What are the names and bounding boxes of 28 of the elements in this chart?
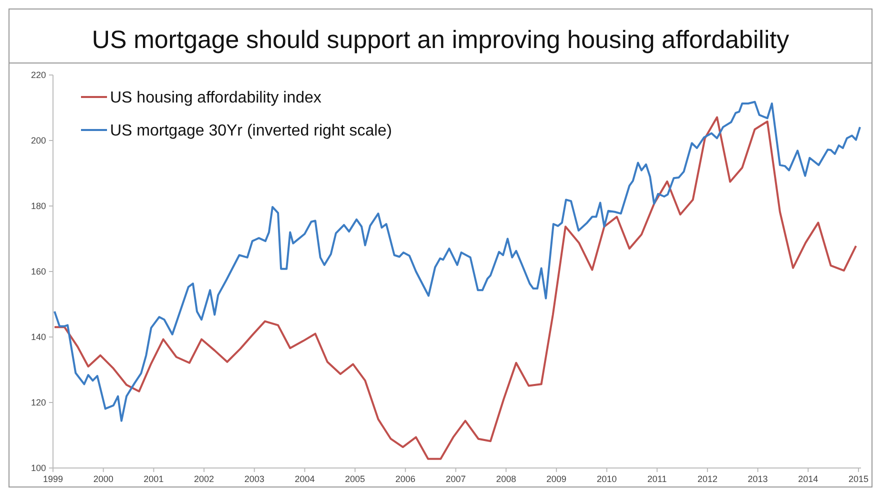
x-tick-label: 1999 xyxy=(42,474,64,484)
x-tick-label: 2006 xyxy=(395,474,416,484)
x-tick-label: 2003 xyxy=(244,474,264,484)
y-tick-label: 140 xyxy=(30,332,46,342)
legend-label: US housing affordability index xyxy=(110,90,322,107)
line-series xyxy=(54,116,857,460)
y-tick-label: 160 xyxy=(30,266,46,277)
x-tick-label: 2011 xyxy=(647,474,667,484)
x-tick-label: 2005 xyxy=(345,474,366,484)
x-tick-label: 2008 xyxy=(496,474,516,484)
x-tick-label: 2007 xyxy=(446,474,466,484)
y-tick-label: 120 xyxy=(30,398,46,408)
y-tick-label: 200 xyxy=(30,136,46,146)
x-tick-label: 2013 xyxy=(748,474,768,484)
x-tick-label: 2015 xyxy=(848,474,868,484)
y-tick-label: 180 xyxy=(30,201,46,212)
x-tick-label: 2014 xyxy=(798,474,818,484)
x-tick-label: 2001 xyxy=(144,474,164,484)
x-tick-label: 2010 xyxy=(596,474,617,484)
y-tick-label: 220 xyxy=(30,70,46,80)
x-tick-label: 2000 xyxy=(93,474,114,484)
chart-title: US mortgage should support an improving housing affordability xyxy=(92,26,790,54)
x-tick-label: 2009 xyxy=(546,474,566,484)
x-tick-label: 2004 xyxy=(294,474,315,484)
x-tick-label: 2012 xyxy=(697,474,718,484)
y-tick-label: 100 xyxy=(30,463,46,474)
x-tick-label: 2002 xyxy=(194,474,214,484)
legend-label: US mortgage 30Yr (inverted right scale) xyxy=(110,122,392,140)
